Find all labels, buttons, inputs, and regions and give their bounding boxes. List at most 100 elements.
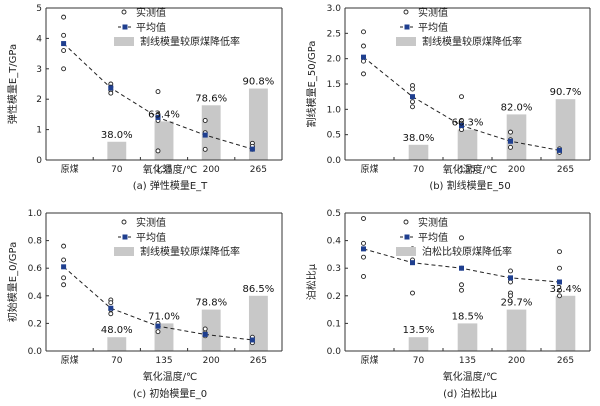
measured-point [61, 66, 67, 72]
y-tick-label: 2.0 [327, 55, 342, 65]
y-tick-label: 0.0 [327, 156, 342, 166]
x-tick-label: 原煤 [61, 163, 79, 175]
measured-point [410, 290, 415, 296]
x-tick-label: 135 [459, 356, 476, 366]
mean-point-原煤 [61, 41, 67, 47]
measured-point [557, 249, 562, 255]
legend-mean-marker [122, 24, 128, 30]
y-tick-label: 0.0 [28, 347, 43, 357]
legend-mean-marker [404, 234, 410, 240]
legend-measured: 实测值 [136, 216, 166, 229]
data-label: 90.7% [550, 87, 582, 98]
x-tick-label: 原煤 [360, 354, 378, 366]
legend-mean: 平均值 [418, 231, 448, 244]
legend-reduction: 泊松比较原煤降低率 [422, 245, 512, 258]
x-tick-label: 70 [413, 165, 425, 175]
measured-point [108, 300, 114, 306]
data-label: 82.0% [501, 102, 533, 113]
measured-point [155, 148, 161, 154]
x-tick-label: 200 [203, 356, 220, 366]
legend-reduction-swatch [114, 37, 134, 46]
measured-point [459, 94, 464, 100]
data-label: 66.3% [452, 118, 484, 129]
x-axis-label: 氧化温度/℃ [143, 163, 198, 176]
legend-measured: 实测值 [418, 216, 448, 229]
legend-reduction-swatch [396, 247, 416, 256]
x-tick-label: 70 [111, 356, 123, 366]
bar-70 [107, 337, 127, 351]
x-tick-label: 200 [203, 165, 220, 175]
measured-point [202, 146, 208, 152]
y-axis-label: 割线模量E_50/GPa [305, 41, 318, 128]
mean-point-原煤 [61, 264, 67, 270]
data-label: 78.6% [195, 93, 227, 104]
measured-point [361, 254, 366, 260]
mean-point-70 [108, 305, 114, 311]
y-tick-label: 2 [36, 95, 42, 105]
measured-point [108, 90, 114, 96]
measured-point [202, 326, 208, 332]
measured-point [61, 32, 67, 38]
measured-point [459, 282, 464, 288]
measured-point [508, 293, 513, 299]
x-tick-label: 70 [413, 356, 425, 366]
measured-point [508, 279, 513, 285]
data-label: 18.5% [452, 311, 484, 322]
mean-point-原煤 [361, 246, 366, 252]
y-tick-label: 3 [36, 65, 42, 75]
y-tick-label: 4 [36, 34, 42, 44]
legend-reduction: 割线模量较原煤降低率 [422, 35, 522, 48]
bar-70 [408, 144, 429, 160]
legend-reduction-swatch [396, 37, 416, 46]
measured-point [61, 282, 67, 288]
y-tick-label: 1.0 [28, 209, 43, 219]
chart-panel-4: 0.0 0.1 0.2 0.3 0.4 0.5 原煤 70 135 200 265 13.5% 18.5… [305, 209, 591, 400]
data-label: 90.8% [243, 77, 275, 88]
y-tick-label: 2.5 [327, 29, 341, 39]
legend-measured-marker [403, 9, 409, 15]
x-axis-label: 氧化温度/℃ [443, 163, 498, 176]
y-tick-label: 0.5 [327, 131, 341, 141]
legend-reduction-swatch [114, 247, 134, 256]
mean-point-200 [202, 132, 208, 138]
y-tick-label: 0.1 [327, 319, 341, 329]
y-tick-label: 0 [36, 156, 42, 166]
mean-point-70 [410, 94, 415, 100]
bar-200 [506, 114, 527, 160]
x-tick-label: 原煤 [61, 354, 79, 366]
measured-point [410, 86, 415, 92]
mean-point-135 [155, 323, 161, 329]
mean-point-135 [459, 265, 464, 271]
bar-265 [555, 99, 576, 160]
bar-200 [506, 309, 527, 351]
measured-point [508, 144, 513, 150]
mean-point-265 [249, 146, 255, 152]
data-label: 38.0% [101, 130, 133, 141]
y-tick-label: 1.0 [327, 105, 342, 115]
measured-point [108, 311, 114, 317]
y-tick-label: 1 [36, 126, 42, 136]
chart-panel-2: 0.0 0.5 1.0 1.5 2.0 2.5 3.0 原煤 70 135 200 265 38.0% 6… [305, 4, 591, 192]
measured-point [557, 265, 562, 271]
legend-mean-marker [122, 234, 128, 240]
mean-point-265 [557, 279, 562, 285]
y-tick-label: 0.4 [327, 237, 342, 247]
y-tick-label: 0.6 [28, 264, 43, 274]
measured-point [61, 14, 67, 20]
data-label: 32.4% [550, 284, 582, 295]
bar-265 [555, 295, 576, 351]
legend-reduction: 割线模量较原煤降低率 [140, 35, 240, 48]
measured-point [361, 216, 366, 221]
y-tick-label: 1.5 [327, 80, 341, 90]
y-tick-label: 0.2 [327, 292, 341, 302]
measured-point [557, 287, 562, 293]
legend-reduction: 割线模量较原煤降低率 [140, 245, 240, 258]
y-axis-label: 泊松比μ [305, 263, 318, 300]
measured-point [508, 268, 513, 274]
legend-mean: 平均值 [418, 21, 448, 34]
x-tick-label: 原煤 [360, 163, 378, 175]
chart-panel-3: 0.0 0.2 0.4 0.6 0.8 1.0 原煤 70 135 200 265 48.0% 71.0… [6, 209, 283, 400]
legend-mean: 平均值 [136, 231, 166, 244]
panel-caption: (d) 泊松比μ [443, 387, 497, 400]
measured-point [61, 257, 67, 263]
